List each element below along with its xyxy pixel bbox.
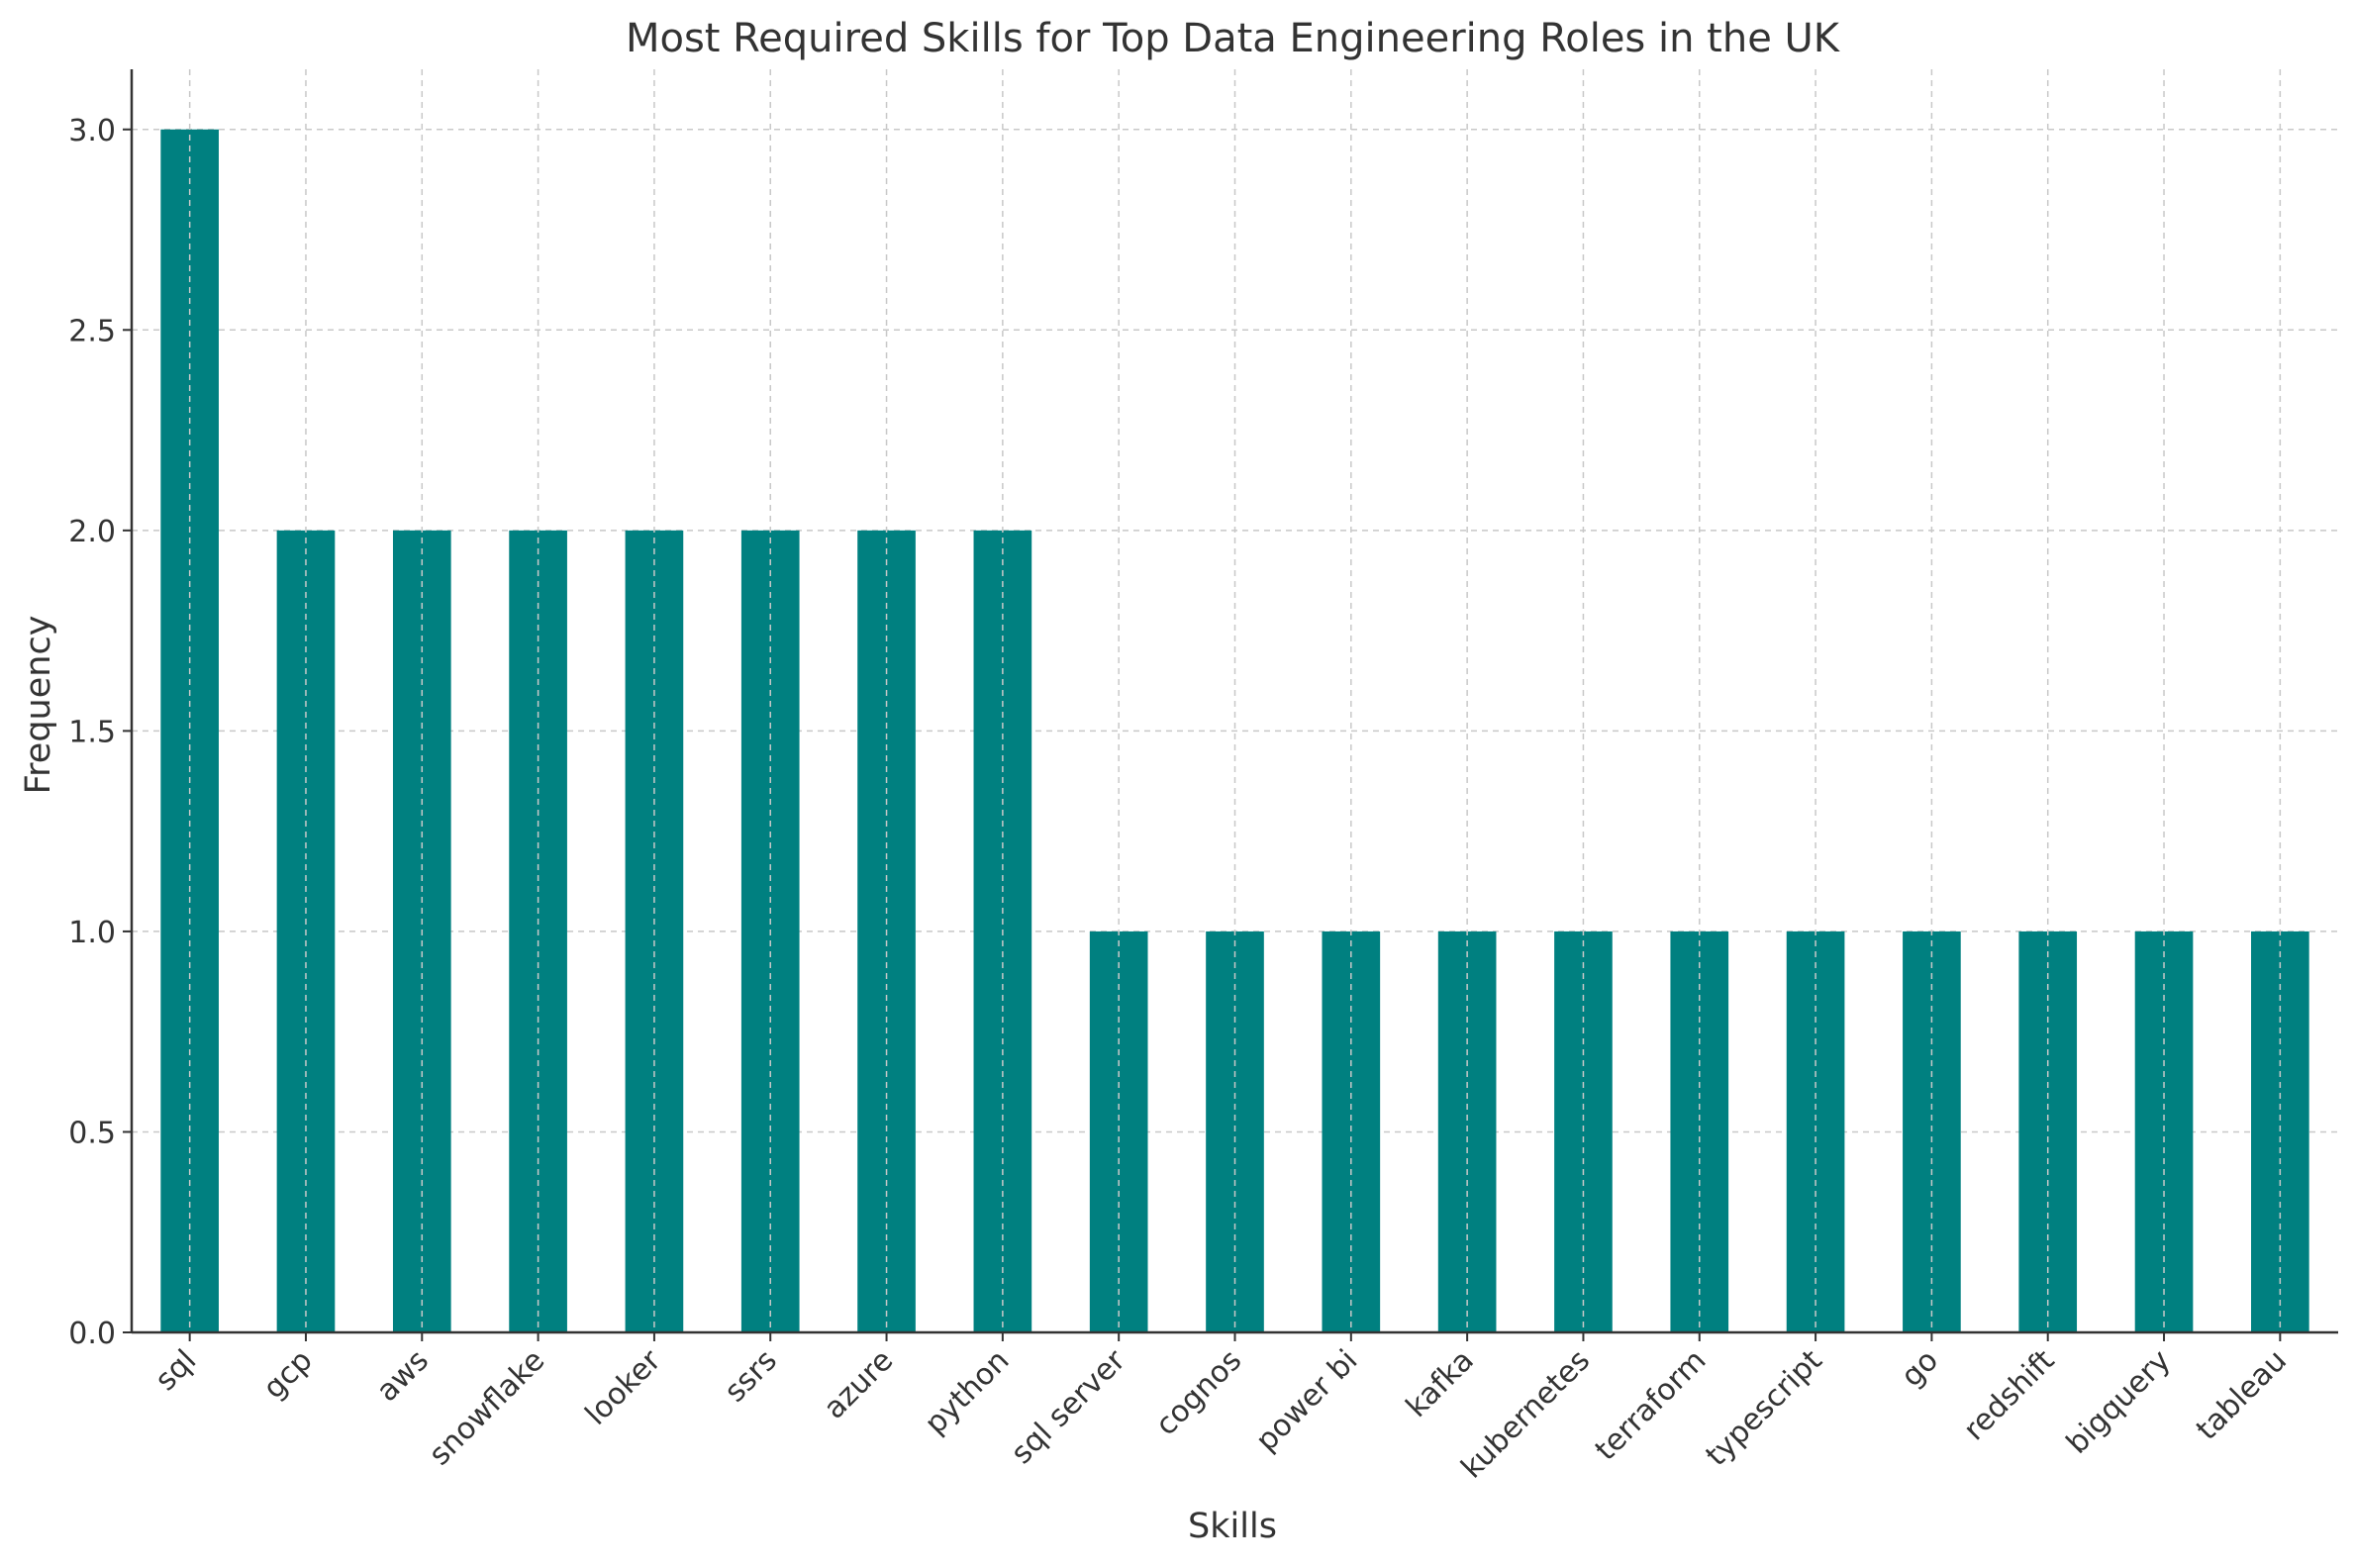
x-tick-label: aws: [370, 1343, 436, 1409]
x-tick-label: snowflake: [423, 1343, 552, 1473]
x-tick-label: kafka: [1400, 1343, 1481, 1424]
y-tick-label: 2.0: [68, 515, 116, 549]
y-tick-label: 3.0: [68, 114, 116, 148]
x-tick-label: power bi: [1249, 1343, 1364, 1458]
x-tick-label: python: [919, 1343, 1017, 1441]
x-tick-label: tableau: [2190, 1343, 2294, 1447]
x-tick-label: typescript: [1699, 1343, 1828, 1473]
y-ticks: 0.0 0.5 1.0 1.5 2.0 2.5 3.0: [68, 114, 132, 1351]
y-axis-label: Frequency: [19, 616, 58, 795]
x-tick-label: cognos: [1149, 1343, 1248, 1442]
chart-title: Most Required Skills for Top Data Engine…: [626, 16, 1841, 61]
x-tick-label: terraform: [1589, 1343, 1714, 1468]
y-tick-label: 0.5: [68, 1116, 116, 1150]
x-tick-label: go: [1895, 1343, 1945, 1394]
y-tick-label: 0.0: [68, 1317, 116, 1351]
y-tick-label: 2.5: [68, 314, 116, 348]
vertical-grid-lines: [188, 69, 2282, 1332]
x-tick-label: gcp: [256, 1343, 319, 1406]
x-tick-label: sql: [148, 1343, 203, 1398]
x-tick-label: azure: [818, 1343, 901, 1426]
bar-sql: [160, 129, 219, 1332]
y-tick-label: 1.5: [68, 715, 116, 749]
x-tick-label: sql server: [1005, 1342, 1133, 1471]
x-tick-label: looker: [579, 1342, 668, 1431]
x-tick-label: bigquery: [2060, 1343, 2178, 1461]
x-tick-label: ssrs: [718, 1343, 784, 1410]
x-axis-label: Skills: [1188, 1507, 1277, 1546]
y-tick-label: 1.0: [68, 916, 116, 950]
x-tick-label: redshift: [1957, 1343, 2061, 1447]
bars: [160, 129, 2309, 1332]
